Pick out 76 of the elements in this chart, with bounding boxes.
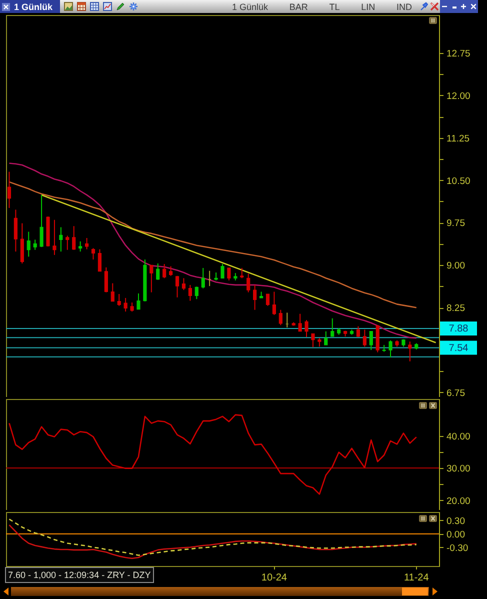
- candlestick: [26, 231, 30, 258]
- candlestick: [194, 286, 198, 300]
- candlestick: [330, 318, 334, 337]
- candlestick: [20, 222, 24, 264]
- candlestick: [156, 262, 160, 280]
- candlestick: [182, 278, 186, 291]
- chart-title: 1 Günlük: [14, 2, 53, 12]
- y-tick-label: 6.75: [446, 388, 465, 399]
- y-tick-label: 0.30: [446, 516, 465, 527]
- candlestick: [91, 248, 96, 260]
- ref-line-label: 7.88: [448, 324, 469, 335]
- text: IND: [396, 2, 412, 12]
- candlestick: [66, 235, 70, 250]
- x-tick-label: 10-24: [261, 572, 288, 584]
- candlestick: [104, 266, 108, 293]
- candlestick: [98, 248, 102, 272]
- candlestick: [7, 171, 12, 208]
- candlestick: [272, 291, 276, 316]
- x-tick-label: 11-24: [404, 572, 430, 584]
- text: 7.60 - 1,000 - 12:09:34 - ZRY - DZY: [5, 567, 154, 583]
- text: TL: [329, 2, 340, 12]
- candlestick: [362, 329, 366, 348]
- candlestick: [175, 275, 180, 298]
- candlestick: [304, 320, 308, 338]
- candlestick: [130, 302, 134, 312]
- candlestick: [136, 292, 140, 310]
- candlestick: [240, 267, 244, 279]
- candlestick: [117, 294, 121, 306]
- candlestick: [246, 273, 250, 293]
- candlestick: [324, 330, 328, 346]
- line-series: [8, 162, 418, 339]
- y-tick-label: 30.00: [446, 464, 470, 475]
- line-series: [8, 181, 418, 308]
- line-series: [8, 524, 418, 560]
- candlestick: [33, 239, 37, 250]
- candlestick: [408, 341, 412, 362]
- y-tick-label: 9.00: [446, 260, 465, 272]
- y-tick-label: -0.30: [446, 542, 468, 554]
- candlestick: [169, 266, 173, 276]
- candlestick: [78, 240, 82, 252]
- y-tick-label: 11.25: [446, 133, 470, 144]
- candlestick: [201, 267, 205, 289]
- candlestick: [52, 219, 56, 256]
- candlestick: [369, 330, 373, 351]
- candlestick: [388, 340, 392, 358]
- y-tick-label: 40.00: [446, 431, 470, 442]
- ref-line-label: 7.54: [448, 342, 469, 354]
- text: LIN: [361, 2, 376, 12]
- candlestick: [253, 284, 257, 310]
- candlestick: [110, 282, 114, 302]
- candlestick: [162, 264, 166, 279]
- candlestick: [124, 297, 128, 312]
- candlestick: [59, 226, 63, 252]
- candlestick: [311, 333, 315, 348]
- candlestick: [220, 264, 224, 279]
- candlestick: [40, 194, 44, 248]
- y-tick-label: 0.00: [446, 529, 465, 540]
- candlestick: [298, 313, 302, 332]
- y-tick-label: 12.75: [446, 48, 470, 60]
- text: 1 Günlük: [232, 2, 268, 12]
- y-tick-label: 20.00: [446, 496, 470, 507]
- y-tick-label: 12.00: [446, 90, 470, 102]
- text: BAR: [289, 2, 308, 12]
- candlestick: [72, 226, 76, 250]
- candlestick: [227, 267, 231, 281]
- candlestick: [278, 309, 282, 326]
- y-tick-label: 8.25: [446, 303, 465, 314]
- line-series: [8, 518, 418, 556]
- y-tick-label: 10.50: [446, 176, 470, 187]
- candlestick: [84, 237, 89, 250]
- candlestick: [188, 284, 192, 302]
- candlestick: [14, 209, 18, 252]
- candlestick: [150, 264, 154, 293]
- line-series: [8, 414, 418, 495]
- candlestick: [266, 294, 270, 306]
- y-tick-label: 9.75: [446, 218, 465, 230]
